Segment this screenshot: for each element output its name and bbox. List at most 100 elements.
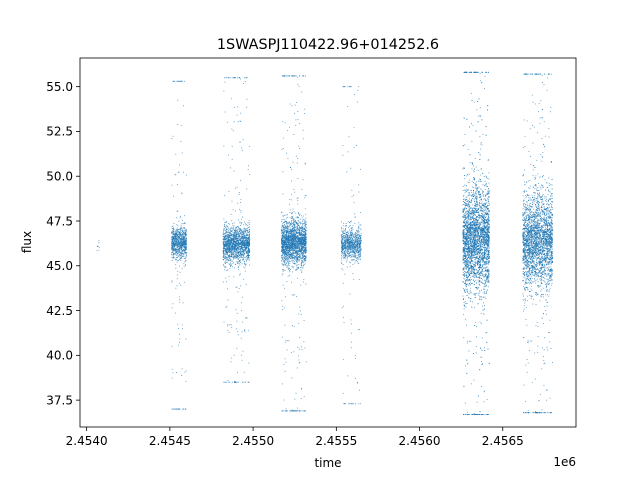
data-point xyxy=(293,222,294,223)
data-point xyxy=(233,235,235,237)
data-point xyxy=(359,253,361,255)
data-point xyxy=(247,246,249,248)
data-point xyxy=(226,250,227,252)
data-point xyxy=(247,244,249,246)
data-point xyxy=(288,265,290,266)
data-point xyxy=(292,241,294,243)
data-point xyxy=(350,256,352,257)
data-point xyxy=(284,251,286,253)
data-point xyxy=(289,246,291,248)
data-point xyxy=(180,244,182,246)
data-point xyxy=(225,261,227,263)
data-point xyxy=(226,248,228,250)
data-point xyxy=(295,269,297,271)
data-point xyxy=(234,77,236,79)
data-point xyxy=(182,220,183,221)
data-point xyxy=(302,219,304,221)
data-point xyxy=(295,252,297,254)
data-point xyxy=(302,242,304,244)
data-point xyxy=(283,75,285,77)
data-point xyxy=(248,243,250,245)
data-point xyxy=(181,247,183,249)
data-point xyxy=(293,259,294,261)
data-point xyxy=(231,234,233,236)
data-point xyxy=(176,243,178,245)
data-point xyxy=(298,243,300,245)
data-point xyxy=(294,225,295,227)
data-point xyxy=(297,178,299,180)
data-point xyxy=(223,77,225,79)
data-point xyxy=(181,236,183,238)
data-point xyxy=(229,242,231,244)
data-point xyxy=(225,277,227,279)
data-point xyxy=(183,238,185,240)
data-point xyxy=(296,224,298,225)
data-point xyxy=(285,250,287,252)
data-point xyxy=(289,254,290,256)
data-point xyxy=(284,263,285,265)
data-point xyxy=(231,255,232,257)
data-point xyxy=(291,255,293,257)
data-point xyxy=(305,233,307,234)
data-point xyxy=(226,228,228,230)
data-point xyxy=(172,236,174,237)
data-point xyxy=(184,215,185,217)
data-point xyxy=(182,408,184,410)
data-point xyxy=(238,240,240,242)
data-point xyxy=(177,234,178,236)
data-point xyxy=(344,257,346,259)
data-point xyxy=(183,254,185,256)
data-point xyxy=(98,242,100,244)
data-point xyxy=(233,248,235,250)
data-point xyxy=(175,254,177,256)
data-point xyxy=(172,245,174,247)
data-point xyxy=(296,266,298,268)
data-point xyxy=(240,337,242,339)
data-point xyxy=(303,219,305,221)
data-point xyxy=(243,257,244,259)
data-point xyxy=(176,184,178,185)
data-point xyxy=(298,232,300,234)
data-point xyxy=(303,257,304,259)
data-point xyxy=(179,250,181,252)
data-point xyxy=(294,220,296,222)
data-point xyxy=(180,124,182,126)
data-point xyxy=(177,255,179,257)
data-point xyxy=(172,248,174,250)
data-point xyxy=(225,235,227,237)
data-point xyxy=(236,312,238,314)
data-point xyxy=(296,227,298,229)
data-point xyxy=(181,193,183,195)
data-point xyxy=(241,246,243,248)
data-point xyxy=(248,235,250,236)
data-point xyxy=(288,242,290,244)
data-point xyxy=(171,247,173,249)
data-point xyxy=(288,258,289,260)
data-point xyxy=(236,239,238,241)
data-point xyxy=(179,253,181,255)
data-point xyxy=(224,227,226,229)
data-point xyxy=(303,226,305,228)
data-point xyxy=(233,242,234,244)
data-point xyxy=(286,263,287,264)
data-point xyxy=(231,230,232,232)
data-point xyxy=(230,265,232,267)
data-point xyxy=(237,334,239,336)
data-point xyxy=(298,217,300,219)
data-point xyxy=(292,247,293,249)
data-point xyxy=(355,251,357,253)
data-point xyxy=(286,265,288,267)
data-point xyxy=(284,264,286,266)
data-point xyxy=(298,248,300,250)
data-point xyxy=(237,234,239,235)
data-point xyxy=(299,240,301,241)
data-point xyxy=(181,234,183,236)
data-point xyxy=(281,250,283,252)
data-point xyxy=(299,75,301,77)
data-point xyxy=(236,247,238,248)
data-point xyxy=(291,253,293,254)
data-point xyxy=(304,244,306,246)
data-point xyxy=(226,251,228,253)
data-point xyxy=(298,85,300,87)
data-point xyxy=(222,241,224,243)
